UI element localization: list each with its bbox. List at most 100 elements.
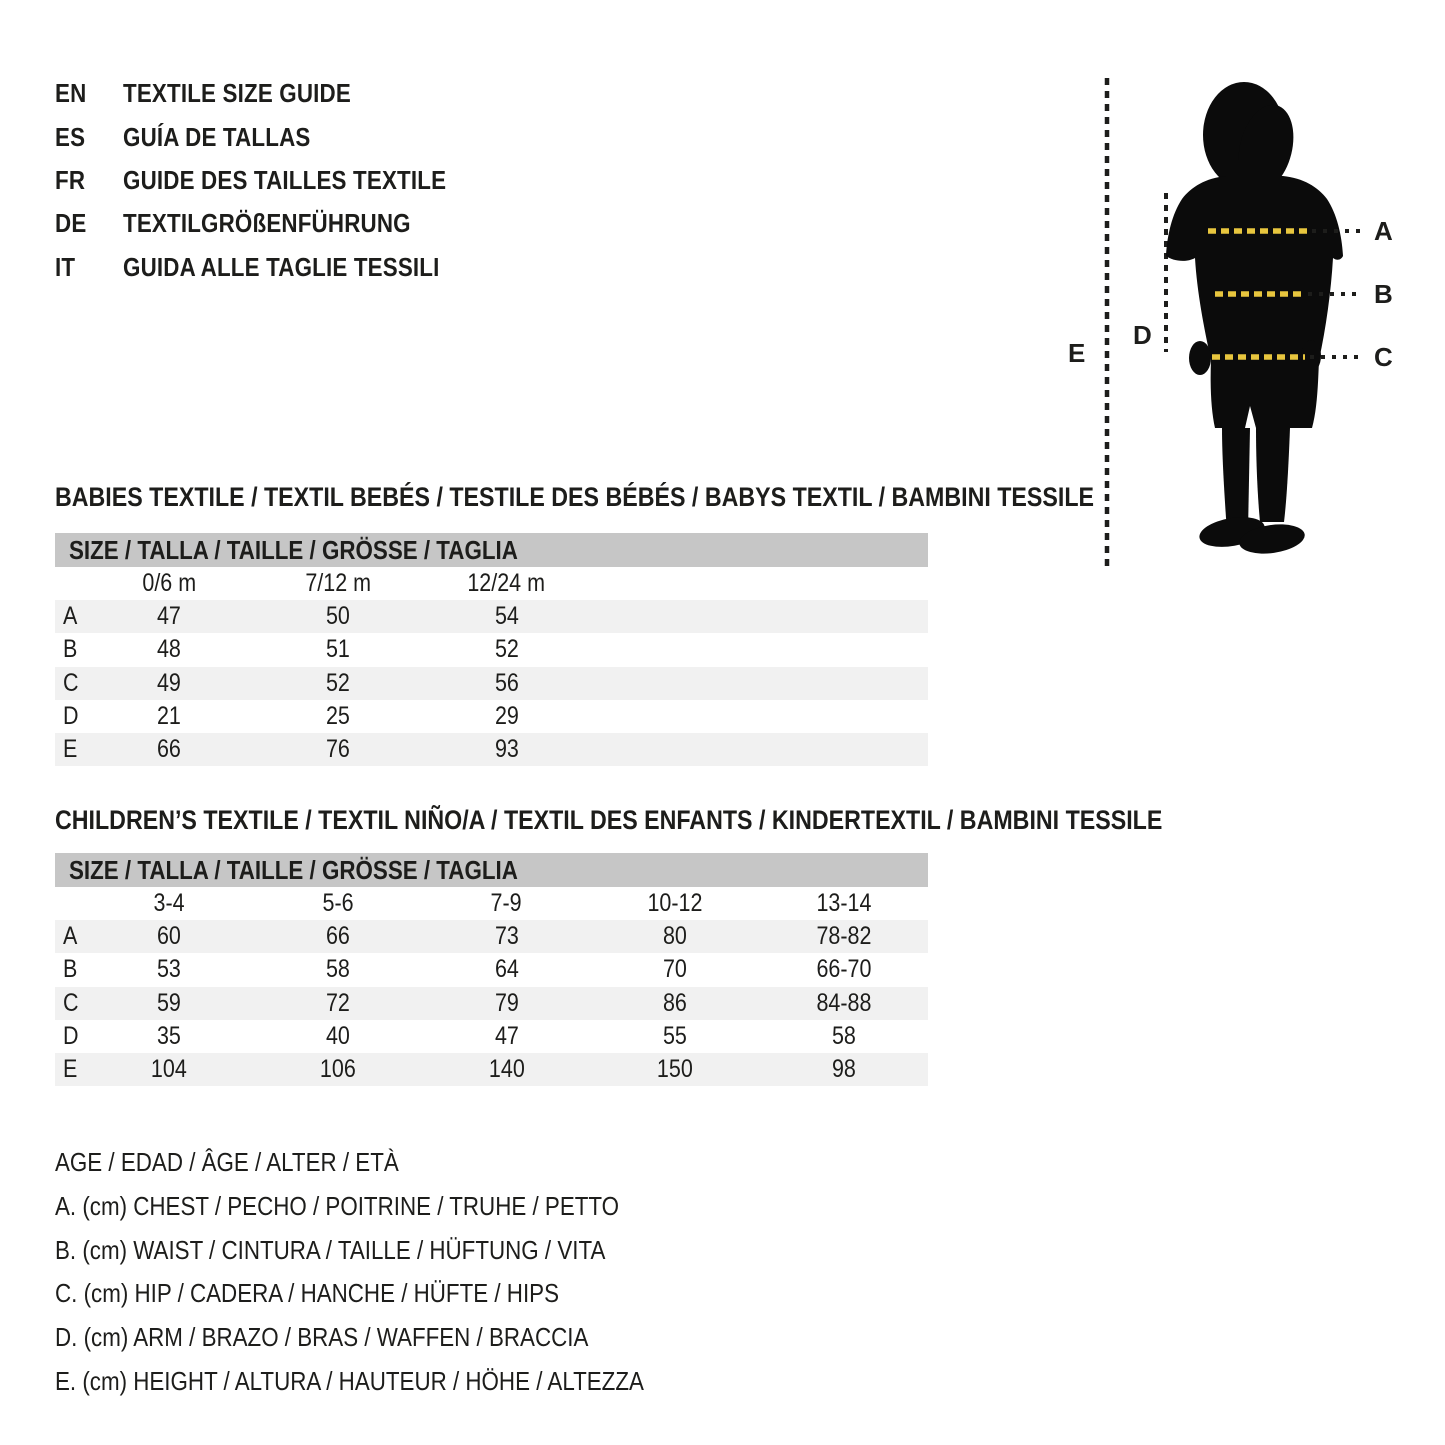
table-cell: 60 — [157, 922, 182, 951]
table-cell: 84-88 — [816, 988, 872, 1017]
table-cell: 140 — [488, 1055, 525, 1084]
table-cell: 80 — [663, 922, 688, 951]
table-cell: 10-12 — [647, 889, 703, 918]
measurement-legend: AGE / EDAD / ÂGE / ALTER / ETÀ A. (cm) C… — [55, 1141, 740, 1403]
table-cell: 52 — [325, 668, 350, 697]
table-row: C 49 52 56 — [55, 666, 928, 700]
table-cell: 106 — [319, 1055, 356, 1084]
language-code: DE — [55, 208, 87, 239]
table-cell: 47 — [494, 1021, 519, 1050]
table-cell — [591, 602, 760, 631]
table-cell: 3-4 — [153, 889, 185, 918]
legend-line-arm: D. (cm) ARM / BRAZO / BRAS / WAFFEN / BR… — [55, 1322, 589, 1353]
table-cell: 7/12 m — [305, 569, 371, 598]
table-cell — [759, 602, 928, 631]
row-label: E — [63, 735, 78, 764]
row-label: B — [63, 635, 78, 664]
table-cell: 52 — [494, 635, 519, 664]
table-cell: 50 — [325, 602, 350, 631]
row-label: C — [63, 668, 79, 697]
table-columns-row: 0/6 m 7/12 m 12/24 m — [55, 567, 928, 600]
table-cell: 48 — [157, 635, 182, 664]
language-code: EN — [55, 78, 87, 109]
table-cell: 21 — [157, 701, 182, 730]
label-b: B — [1374, 279, 1393, 309]
legend-line-hip: C. (cm) HIP / CADERA / HANCHE / HÜFTE / … — [55, 1278, 559, 1309]
table-cell: 70 — [663, 955, 688, 984]
legend-line-chest: A. (cm) CHEST / PECHO / POITRINE / TRUHE… — [55, 1191, 620, 1222]
row-label: D — [63, 701, 79, 730]
row-label: A — [63, 922, 78, 951]
table-cell — [591, 702, 760, 731]
table-cell — [591, 569, 760, 598]
label-a: A — [1374, 216, 1393, 246]
table-cell: 58 — [831, 1021, 856, 1050]
table-cell — [591, 735, 760, 764]
table-row: A 47 50 54 — [55, 600, 928, 634]
table-cell — [591, 635, 760, 664]
table-cell: 29 — [494, 701, 519, 730]
table-cell: 47 — [157, 602, 182, 631]
table-row: D 21 25 29 — [55, 700, 928, 733]
language-row-fr: FR GUIDE DES TAILLES TEXTILE — [55, 159, 499, 202]
table-cell: 12/24 m — [467, 569, 546, 598]
table-cell — [759, 635, 928, 664]
language-code: FR — [55, 164, 86, 195]
table-columns-row: 3-4 5-6 7-9 10-12 13-14 — [55, 887, 928, 920]
table-cell: 0/6 m — [142, 569, 197, 598]
language-header: EN TEXTILE SIZE GUIDE ES GUÍA DE TALLAS … — [55, 72, 499, 289]
table-cell: 5-6 — [322, 889, 354, 918]
table-cell: 86 — [663, 988, 688, 1017]
row-label: A — [63, 602, 78, 631]
table-cell: 66 — [157, 735, 182, 764]
table-cell: 98 — [831, 1055, 856, 1084]
row-label — [55, 569, 85, 598]
table-row: B 53 58 64 70 66-70 — [55, 953, 928, 986]
table-cell — [759, 702, 928, 731]
table-cell: 79 — [494, 988, 519, 1017]
measurement-figure: A B C D E — [1060, 60, 1445, 600]
table-cell: 51 — [325, 635, 350, 664]
language-row-it: IT GUIDA ALLE TAGLIE TESSILI — [55, 246, 499, 289]
table-cell: 54 — [494, 602, 519, 631]
table-cell: 13-14 — [816, 889, 872, 918]
language-row-en: EN TEXTILE SIZE GUIDE — [55, 72, 499, 115]
children-section-title: CHILDREN’S TEXTILE / TEXTIL NIÑO/A / TEX… — [55, 805, 1163, 835]
babies-table-body: 0/6 m 7/12 m 12/24 m A 47 50 54 B 48 51 52 C 49 52 56 D… — [55, 567, 928, 767]
table-cell: 73 — [494, 922, 519, 951]
table-cell: 56 — [494, 668, 519, 697]
row-label — [55, 889, 85, 918]
table-cell: 35 — [157, 1021, 182, 1050]
language-title: GUÍA DE TALLAS — [123, 121, 311, 152]
table-cell: 53 — [157, 955, 182, 984]
table-cell: 66 — [325, 922, 350, 951]
table-cell — [759, 569, 928, 598]
language-title: GUIDE DES TAILLES TEXTILE — [123, 164, 447, 195]
table-cell: 25 — [325, 701, 350, 730]
table-row: E 104 106 140 150 98 — [55, 1052, 928, 1087]
table-cell: 72 — [325, 988, 350, 1017]
language-code: ES — [55, 121, 86, 152]
table-cell: 76 — [325, 735, 350, 764]
label-d: D — [1133, 320, 1152, 350]
table-cell — [591, 669, 760, 698]
label-e: E — [1068, 338, 1085, 368]
table-cell: 150 — [657, 1055, 694, 1084]
table-cell: 78-82 — [816, 922, 872, 951]
table-cell: 59 — [157, 988, 182, 1017]
babies-size-table: SIZE / TALLA / TAILLE / GRÖSSE / TAGLIA … — [55, 533, 928, 767]
row-label: E — [63, 1055, 78, 1084]
language-row-de: DE TEXTILGRÖßENFÜHRUNG — [55, 202, 499, 245]
table-cell: 55 — [663, 1021, 688, 1050]
table-row: A 60 66 73 80 78-82 — [55, 920, 928, 954]
table-row: B 48 51 52 — [55, 633, 928, 666]
language-row-es: ES GUÍA DE TALLAS — [55, 115, 499, 158]
row-label: C — [63, 988, 79, 1017]
language-code: IT — [55, 251, 76, 282]
legend-line-waist: B. (cm) WAIST / CINTURA / TAILLE / HÜFTU… — [55, 1234, 606, 1265]
language-title: TEXTILE SIZE GUIDE — [123, 78, 351, 109]
table-cell: 40 — [325, 1021, 350, 1050]
table-cell: 104 — [151, 1055, 188, 1084]
table-row: E 66 76 93 — [55, 732, 928, 767]
